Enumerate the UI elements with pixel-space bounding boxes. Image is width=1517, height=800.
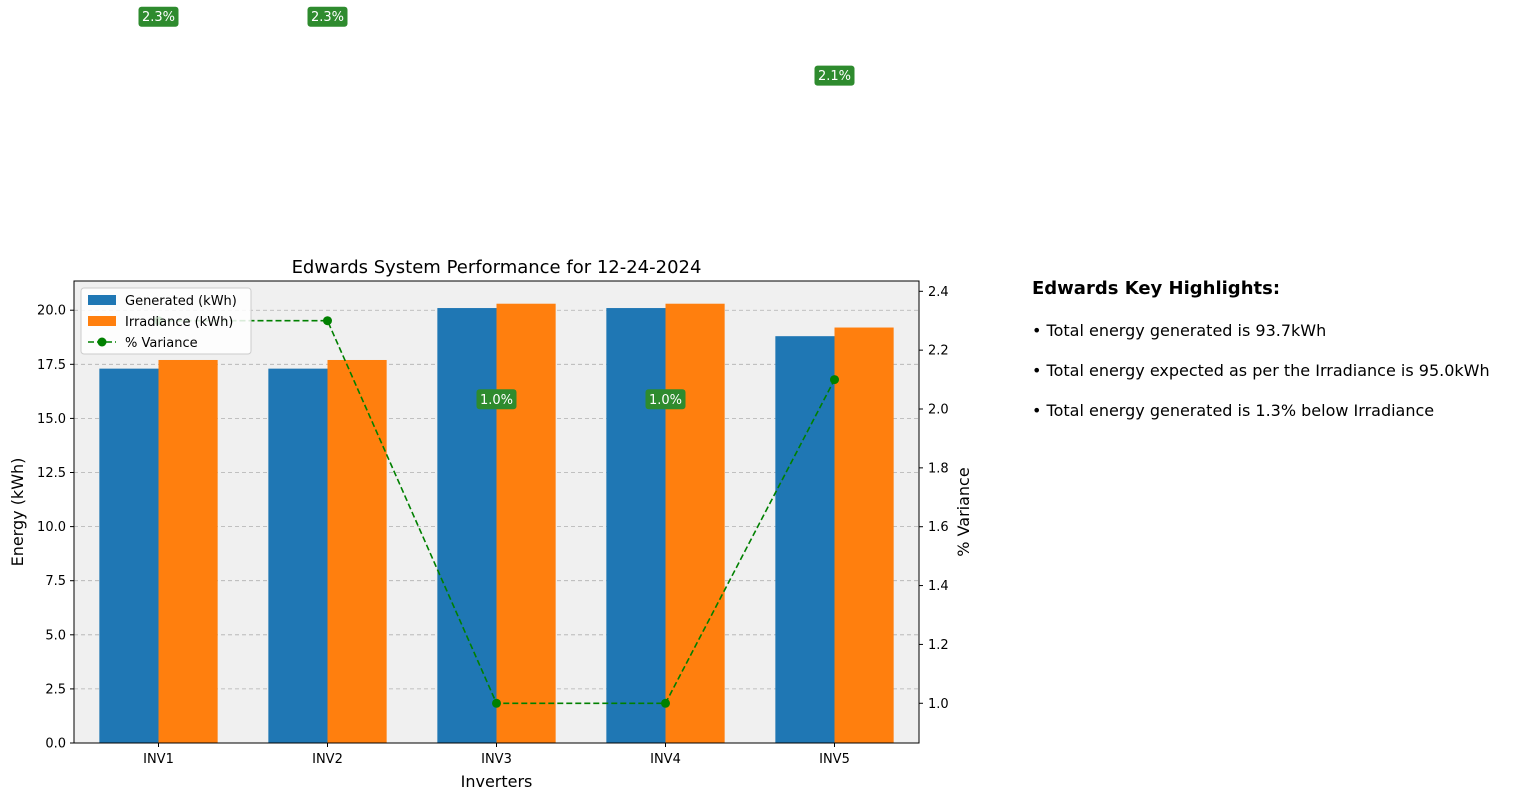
x-tick-label-inv2: INV2 [312, 752, 343, 767]
y2-tick-label: 2.2 [928, 344, 949, 359]
legend-label: Irradiance (kWh) [125, 315, 233, 330]
y-tick-label: 12.5 [37, 466, 66, 481]
irradiance-bar-inv5 [834, 327, 894, 743]
irradiance-bar-inv3 [496, 303, 556, 743]
variance-data-label: 2.1% [818, 69, 851, 84]
y2-tick-label: 2.4 [928, 285, 949, 300]
irradiance-bar-inv4 [665, 303, 725, 743]
highlight-total-generated: • Total energy generated is 93.7kWh [1032, 321, 1327, 340]
y2-axis-title: % Variance [954, 467, 973, 556]
y2-tick-label: 1.2 [928, 638, 949, 653]
legend-swatch [88, 295, 116, 305]
y-tick-label: 17.5 [37, 358, 66, 373]
highlight-variance-summary: • Total energy generated is 1.3% below I… [1032, 401, 1435, 420]
chart-title: Edwards System Performance for 12-24-202… [292, 257, 702, 278]
highlights-title: Edwards Key Highlights: [1032, 278, 1281, 299]
variance-data-label: 2.3% [142, 10, 175, 25]
legend-marker [97, 337, 107, 347]
variance-badge [138, 6, 179, 27]
variance-badge [476, 389, 517, 410]
x-tick-label-inv1: INV1 [143, 752, 174, 767]
y2-tick-label: 1.4 [928, 579, 949, 594]
x-tick-label-inv4: INV4 [650, 752, 681, 767]
legend-swatch [88, 316, 116, 326]
y-axis-title: Energy (kWh) [8, 458, 27, 567]
variance-point-inv3 [492, 698, 501, 708]
variance-point-inv2 [323, 316, 332, 326]
y-tick-label: 0.0 [45, 737, 66, 752]
x-axis-title: Inverters [461, 772, 533, 791]
generated-bar-inv1 [99, 368, 159, 743]
y-tick-label: 7.5 [45, 574, 66, 589]
generated-bar-inv3 [437, 308, 497, 743]
x-tick-label-inv5: INV5 [819, 752, 850, 767]
variance-badge [307, 6, 348, 27]
highlights-panel: Edwards Key Highlights: • Total energy g… [1032, 278, 1517, 441]
y-tick-label: 2.5 [45, 682, 66, 697]
legend-label: % Variance [125, 336, 198, 351]
generated-bar-inv2 [268, 368, 328, 743]
variance-data-label: 1.0% [649, 393, 682, 408]
variance-point-inv4 [661, 698, 670, 708]
generated-bar-inv5 [775, 336, 835, 743]
legend [80, 287, 252, 355]
variance-data-label: 1.0% [480, 393, 513, 408]
generated-bar-inv4 [606, 308, 666, 743]
y2-tick-label: 2.0 [928, 403, 949, 418]
y2-tick-label: 1.8 [928, 461, 949, 476]
highlight-total-expected: • Total energy expected as per the Irrad… [1032, 361, 1490, 380]
irradiance-bar-inv2 [327, 359, 387, 743]
y-tick-label: 20.0 [37, 304, 66, 319]
legend-label: Generated (kWh) [125, 294, 237, 309]
x-tick-label-inv3: INV3 [481, 752, 512, 767]
y2-tick-label: 1.0 [928, 697, 949, 712]
y-tick-label: 15.0 [37, 412, 66, 427]
y-tick-label: 10.0 [37, 520, 66, 535]
variance-data-label: 2.3% [311, 10, 344, 25]
variance-badge [814, 65, 855, 86]
y2-tick-label: 1.6 [928, 520, 949, 535]
variance-point-inv5 [830, 375, 839, 385]
y-tick-label: 5.0 [45, 628, 66, 643]
variance-badge [645, 389, 686, 410]
irradiance-bar-inv1 [158, 359, 218, 743]
